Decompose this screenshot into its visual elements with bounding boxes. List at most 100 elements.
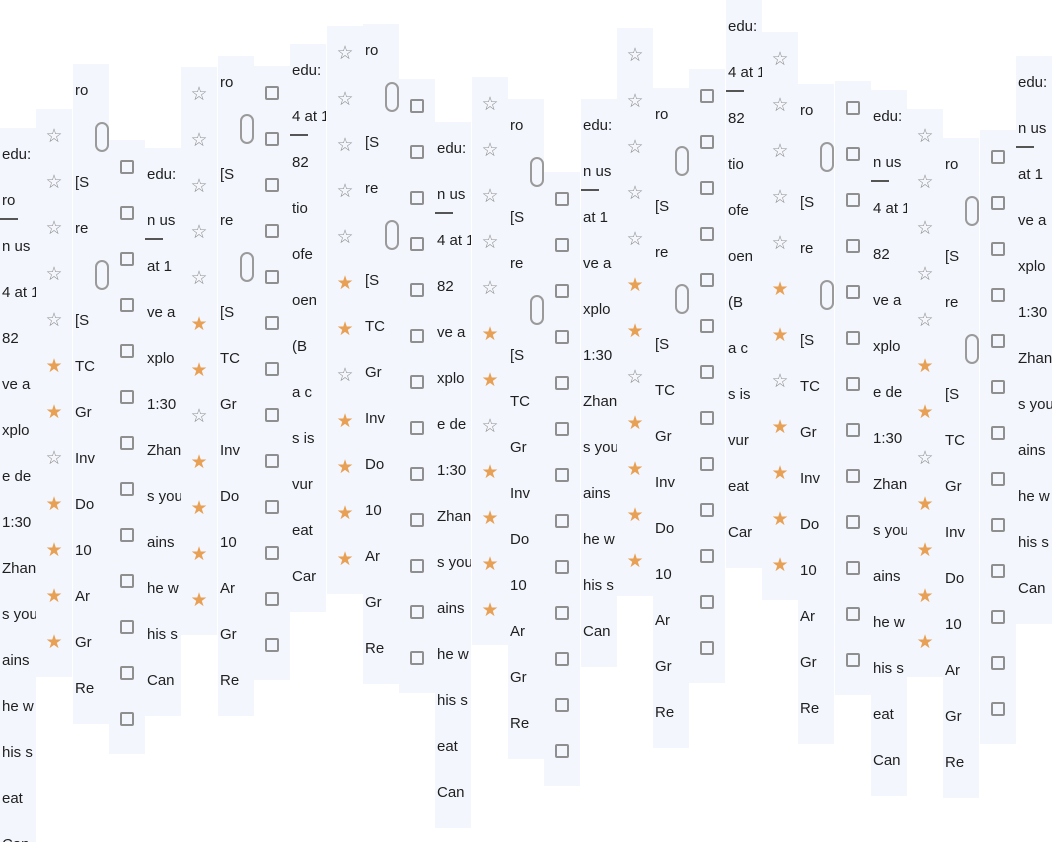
message-fragment[interactable]: ro xyxy=(2,192,16,209)
message-fragment[interactable]: he w xyxy=(1018,488,1050,505)
checkbox-icon[interactable] xyxy=(120,160,134,174)
message-fragment[interactable]: ve a xyxy=(583,255,612,272)
star-filled-icon[interactable]: ★ xyxy=(45,492,63,515)
message-fragment[interactable]: Inv xyxy=(510,485,531,502)
message-fragment[interactable]: (B xyxy=(728,294,743,311)
star-outline-icon[interactable]: ☆ xyxy=(45,262,63,285)
message-fragment[interactable]: n us xyxy=(147,212,176,229)
message-fragment[interactable]: he w xyxy=(437,646,469,663)
checkbox-icon[interactable] xyxy=(846,561,860,575)
message-fragment[interactable]: Can xyxy=(873,752,901,769)
star-outline-icon[interactable]: ☆ xyxy=(626,181,644,204)
checkbox-icon[interactable] xyxy=(410,191,424,205)
star-outline-icon[interactable]: ☆ xyxy=(771,93,789,116)
message-fragment[interactable]: Can xyxy=(2,836,30,842)
message-fragment[interactable]: Ar xyxy=(510,623,525,640)
star-outline-icon[interactable]: ☆ xyxy=(336,179,354,202)
message-fragment[interactable]: ains xyxy=(873,568,901,585)
message-fragment[interactable]: s is xyxy=(292,430,315,447)
star-filled-icon[interactable]: ★ xyxy=(336,547,354,570)
checkbox-icon[interactable] xyxy=(700,89,714,103)
message-fragment[interactable]: n us xyxy=(583,163,612,180)
message-fragment[interactable]: n us xyxy=(437,186,466,203)
message-fragment[interactable]: eat xyxy=(292,522,313,539)
checkbox-icon[interactable] xyxy=(555,560,569,574)
message-fragment[interactable]: he w xyxy=(2,698,34,715)
message-fragment[interactable]: edu: xyxy=(728,18,758,35)
checkbox-icon[interactable] xyxy=(846,515,860,529)
message-fragment[interactable]: (B xyxy=(292,338,307,355)
checkbox-icon[interactable] xyxy=(120,528,134,542)
message-fragment[interactable]: 1:30 xyxy=(147,396,177,413)
checkbox-icon[interactable] xyxy=(265,270,279,284)
star-filled-icon[interactable]: ★ xyxy=(336,317,354,340)
checkbox-icon[interactable] xyxy=(991,426,1005,440)
checkbox-icon[interactable] xyxy=(991,472,1005,486)
message-fragment[interactable]: TC xyxy=(75,358,95,375)
checkbox-icon[interactable] xyxy=(410,283,424,297)
message-fragment[interactable]: Ar xyxy=(365,548,380,565)
message-fragment[interactable]: 10 xyxy=(220,534,237,551)
message-fragment[interactable]: re xyxy=(655,244,669,261)
checkbox-icon[interactable] xyxy=(265,500,279,514)
message-fragment[interactable]: n us xyxy=(873,154,902,171)
message-fragment[interactable]: ve a xyxy=(1018,212,1047,229)
message-fragment[interactable]: s you xyxy=(1018,396,1052,413)
checkbox-icon[interactable] xyxy=(410,237,424,251)
message-fragment[interactable]: 4 at 1 xyxy=(292,108,326,125)
message-fragment[interactable]: 10 xyxy=(655,566,672,583)
checkbox-icon[interactable] xyxy=(555,698,569,712)
star-outline-icon[interactable]: ☆ xyxy=(190,220,208,243)
message-fragment[interactable]: 82 xyxy=(873,246,890,263)
message-fragment[interactable]: ro xyxy=(655,106,669,123)
message-fragment[interactable]: [S xyxy=(800,332,815,349)
star-filled-icon[interactable]: ★ xyxy=(626,549,644,572)
message-fragment[interactable]: re xyxy=(365,180,379,197)
message-fragment[interactable]: re xyxy=(945,294,959,311)
message-fragment[interactable]: 82 xyxy=(2,330,19,347)
star-outline-icon[interactable]: ☆ xyxy=(190,128,208,151)
message-fragment[interactable]: Re xyxy=(510,715,530,732)
toggle-icon[interactable] xyxy=(820,280,834,310)
message-fragment[interactable]: TC xyxy=(655,382,675,399)
star-outline-icon[interactable]: ☆ xyxy=(916,262,934,285)
message-fragment[interactable]: ains xyxy=(583,485,611,502)
message-fragment[interactable]: xplo xyxy=(873,338,901,355)
checkbox-icon[interactable] xyxy=(991,564,1005,578)
star-outline-icon[interactable]: ☆ xyxy=(481,276,499,299)
message-fragment[interactable]: Zhan xyxy=(873,476,907,493)
message-fragment[interactable]: Ar xyxy=(945,662,960,679)
checkbox-icon[interactable] xyxy=(120,436,134,450)
message-fragment[interactable]: his s xyxy=(583,577,614,594)
checkbox-icon[interactable] xyxy=(846,331,860,345)
message-fragment[interactable]: a c xyxy=(292,384,313,401)
star-outline-icon[interactable]: ☆ xyxy=(45,308,63,331)
message-fragment[interactable]: TC xyxy=(945,432,965,449)
checkbox-icon[interactable] xyxy=(846,377,860,391)
message-fragment[interactable]: tio xyxy=(292,200,308,217)
message-fragment[interactable]: Re xyxy=(800,700,820,717)
checkbox-icon[interactable] xyxy=(991,334,1005,348)
message-fragment[interactable]: 1:30 xyxy=(2,514,32,531)
checkbox-icon[interactable] xyxy=(991,656,1005,670)
message-fragment[interactable]: Re xyxy=(365,640,385,657)
star-outline-icon[interactable]: ☆ xyxy=(190,266,208,289)
message-fragment[interactable]: 4 at 1 xyxy=(873,200,907,217)
message-fragment[interactable]: xplo xyxy=(2,422,30,439)
message-fragment[interactable]: he w xyxy=(147,580,179,597)
message-fragment[interactable]: [S xyxy=(510,347,525,364)
message-fragment[interactable]: 10 xyxy=(510,577,527,594)
message-fragment[interactable]: [S xyxy=(75,174,90,191)
star-filled-icon[interactable]: ★ xyxy=(916,584,934,607)
checkbox-icon[interactable] xyxy=(846,285,860,299)
message-fragment[interactable]: Gr xyxy=(365,594,382,611)
checkbox-icon[interactable] xyxy=(991,196,1005,210)
checkbox-icon[interactable] xyxy=(991,380,1005,394)
message-fragment[interactable]: his s xyxy=(147,626,178,643)
message-fragment[interactable]: Ar xyxy=(220,580,235,597)
star-outline-icon[interactable]: ☆ xyxy=(336,87,354,110)
message-fragment[interactable]: edu: xyxy=(583,117,613,134)
message-fragment[interactable]: Gr xyxy=(220,626,237,643)
message-fragment[interactable]: re xyxy=(75,220,89,237)
star-outline-icon[interactable]: ☆ xyxy=(190,174,208,197)
